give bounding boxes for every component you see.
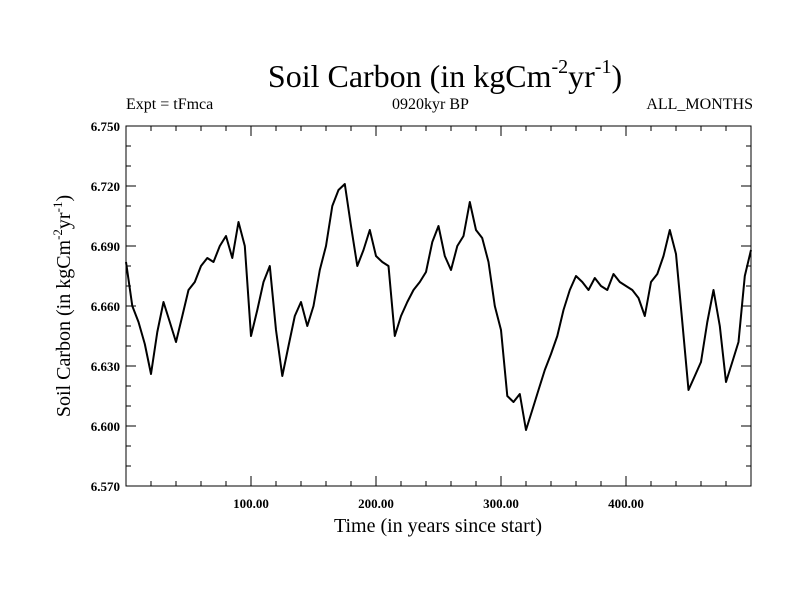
- y-title-close: ): [53, 195, 75, 202]
- title-close: ): [611, 58, 623, 94]
- x-tick-label: 100.00: [233, 496, 269, 511]
- tick-labels: 6.570 6.600 6.630 6.660 6.690 6.720 6.750 100.0…: [91, 119, 644, 511]
- y-tick-label: 6.750: [91, 119, 120, 134]
- months-label: ALL_MONTHS: [646, 96, 753, 113]
- y-title-unit: yr: [53, 212, 75, 229]
- y-tick-label: 6.660: [91, 299, 120, 314]
- x-axis-title: Time (in years since start): [334, 515, 542, 537]
- y-tick-label: 6.570: [91, 479, 120, 494]
- y-title-exponent-1: -2: [50, 229, 65, 240]
- y-tick-label: 6.630: [91, 359, 120, 374]
- x-tick-label: 400.00: [608, 496, 644, 511]
- y-tick-label: 6.690: [91, 239, 120, 254]
- axis-ticks: [126, 125, 751, 487]
- title-exponent-1: -2: [551, 56, 569, 78]
- soil-carbon-series-line: [125, 183, 752, 431]
- x-tick-label: 200.00: [358, 496, 394, 511]
- y-title-exponent-2: -1: [50, 202, 65, 213]
- chart-title: Soil Carbon (in kgCm-2yr-1): [0, 56, 800, 95]
- experiment-label: Expt = tFmca: [126, 96, 214, 113]
- y-tick-label: 6.600: [91, 419, 120, 434]
- y-tick-label: 6.720: [91, 179, 120, 194]
- y-axis-title: Soil Carbon (in kgCm-2yr-1): [50, 195, 75, 417]
- x-tick-label: 300.00: [483, 496, 519, 511]
- title-unit: yr: [568, 58, 595, 94]
- plot-frame: [125, 125, 752, 487]
- period-label: 0920kyr BP: [392, 96, 469, 113]
- title-text: Soil Carbon (in kgCm: [267, 58, 552, 94]
- title-exponent-2: -1: [594, 56, 612, 78]
- y-title-text: Soil Carbon (in kgCm: [53, 239, 75, 417]
